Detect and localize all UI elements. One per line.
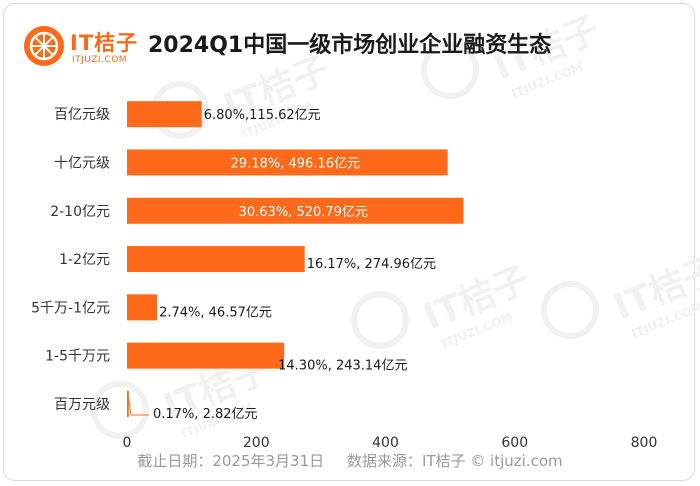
data-label: 14.30%, 243.14亿元: [278, 359, 407, 374]
category-label: 十亿元级: [54, 155, 110, 171]
bar: [127, 390, 129, 417]
x-tick-label: 400: [372, 435, 399, 451]
category-label: 1-5千万元: [45, 349, 110, 365]
bar: [127, 342, 285, 369]
watermark-logo-icon: [351, 291, 409, 349]
category-label: 百万元级: [54, 397, 110, 413]
bar: [127, 294, 158, 321]
bar: [127, 197, 464, 224]
data-label: 2.74%, 46.57亿元: [159, 305, 272, 320]
chart-card: [3, 3, 695, 481]
leader-line: [127, 394, 149, 416]
x-tick-label: 800: [631, 435, 658, 451]
category-label: 百亿元级: [54, 107, 110, 123]
category-label: 2-10亿元: [50, 204, 110, 220]
cutoff-date: 截止日期：2025年3月31日: [137, 452, 325, 470]
bar: [127, 246, 305, 273]
x-tick-label: 600: [501, 435, 528, 451]
orange-slice-icon: [24, 26, 64, 66]
data-label: 0.17%, 2.82亿元: [153, 407, 258, 422]
chart-title: 2024Q1中国一级市场创业企业融资生态: [148, 33, 552, 58]
logo-url: ITJUZI.COM: [72, 55, 128, 65]
data-label: 30.63%, 520.79亿元: [239, 205, 368, 220]
category-label: 1-2亿元: [59, 252, 110, 268]
footer: 截止日期：2025年3月31日 数据来源：IT桔子 © itjuzi.com: [0, 450, 700, 471]
category-label: 5千万-1亿元: [31, 300, 110, 316]
brand-logo: IT桔子 ITJUZI.COM: [18, 18, 148, 70]
watermark-logo-icon: [421, 41, 479, 99]
watermark-logo-icon: [541, 281, 599, 339]
data-label: 6.80%,115.62亿元: [204, 108, 321, 123]
bar: [127, 149, 448, 176]
watermark-logo-icon: [91, 381, 149, 439]
data-source: 数据来源：IT桔子 © itjuzi.com: [346, 452, 563, 470]
data-label: 29.18%, 496.16亿元: [231, 156, 360, 171]
data-label: 16.17%, 274.96亿元: [307, 257, 436, 272]
bar: [127, 101, 202, 128]
logo-text: IT桔子: [70, 31, 139, 55]
x-tick-label: 200: [243, 435, 270, 451]
x-tick-label: 0: [123, 435, 132, 451]
